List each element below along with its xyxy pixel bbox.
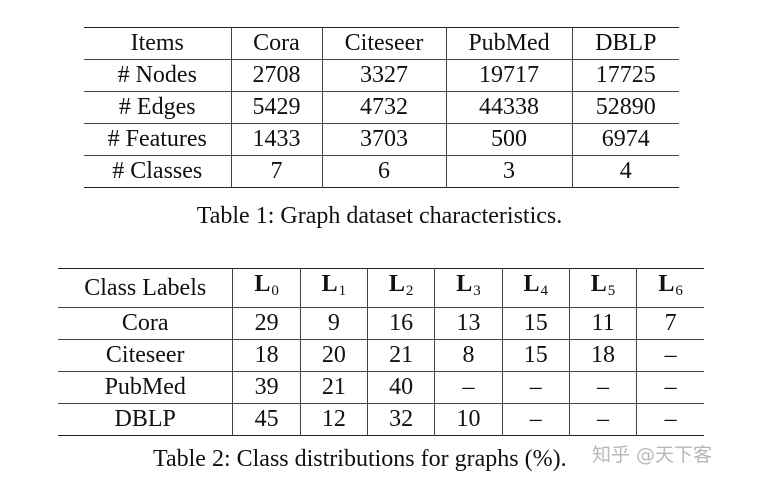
table2-cell: 29	[232, 307, 301, 340]
table2-cell: 20	[299, 339, 368, 372]
table2-row: Cora 29 9 16 13 15 11 7	[58, 307, 704, 340]
table1-cell: 2708	[230, 59, 322, 92]
table1-cell: 19717	[445, 59, 572, 92]
table1-cell: 3	[445, 155, 572, 188]
class-label-header: L0	[232, 268, 301, 308]
table1-cell: 4732	[321, 91, 446, 124]
class-label-header: L3	[434, 268, 503, 308]
table2-cell: –	[636, 371, 704, 404]
class-label-subscript: 0	[271, 283, 279, 299]
table2-cell: 21	[299, 371, 368, 404]
table2-header-first: Class Labels	[84, 274, 207, 301]
table1-row-label: # Nodes	[84, 59, 231, 92]
table1-row: # Classes 7 6 3 4	[84, 155, 679, 188]
table2-row: DBLP 45 12 32 10– – –	[58, 403, 704, 436]
table2-row-label: DBLP	[58, 403, 233, 436]
table2-cell: 13	[434, 307, 503, 340]
table1-cell: 7	[230, 155, 322, 188]
class-label-base: L	[321, 271, 338, 297]
table1-row: # Features 1433 3703 500 6974	[84, 123, 679, 156]
table1-cell: 3327	[321, 59, 446, 92]
table1-header-cell: PubMed	[445, 27, 572, 60]
table2-cell: 9	[299, 307, 368, 340]
table2-cell: –	[501, 371, 570, 404]
table1-caption: Table 1: Graph dataset characteristics.	[196, 203, 563, 229]
table1-header-cell: Items	[130, 30, 184, 56]
table2-cell: 18	[232, 339, 301, 372]
class-label-header: L6	[636, 268, 704, 308]
class-label-subscript: 3	[473, 283, 481, 299]
table1-header-row: Items Cora Citeseer PubMed DBLP	[84, 27, 679, 60]
table1-row-label: # Features	[84, 123, 231, 156]
table2-cell: 7	[636, 307, 704, 340]
class-label-base: L	[254, 271, 271, 297]
dataset-characteristics-table: Items Cora Citeseer PubMed DBLP # Nodes 2708 33…	[84, 27, 679, 188]
table1-cell: 44338	[445, 91, 572, 124]
table2-cell: –	[636, 339, 704, 372]
class-label-subscript: 1	[338, 283, 347, 299]
class-label-base: L	[590, 271, 607, 297]
table2-cell: 18	[568, 339, 637, 372]
table1-row: # Edges 5429 4732 44338 52890	[84, 91, 679, 124]
table2-cell: 16	[367, 307, 435, 340]
class-label-base: L	[388, 271, 405, 297]
watermark: 知乎 @天下客	[592, 444, 713, 466]
table2-cell: 39	[232, 371, 301, 404]
table1-cell: 5429	[230, 91, 322, 124]
table1-header-cell: Cora	[230, 27, 322, 60]
table2-cell: –	[501, 403, 570, 436]
table1-row: # Nodes 2708 3327 19717 17725	[84, 59, 679, 92]
table2-cell: 11	[568, 307, 637, 340]
table1-cell: 17725	[571, 59, 679, 92]
class-label-header: L4	[501, 268, 570, 308]
table2-cell: 15	[501, 307, 570, 340]
class-distribution-table: Class Labels L0 L1 L2 L3 L4 L5 L6 Cora 29 9 16 13 15 1…	[58, 268, 704, 436]
table1-cell: 6	[321, 155, 446, 188]
table2-cell: 40	[367, 371, 435, 404]
table1-row-label: # Edges	[84, 91, 231, 124]
class-label-base: L	[658, 271, 675, 297]
table2-cell: 32	[367, 403, 435, 436]
table2-cell: 45	[232, 403, 301, 436]
class-label-header: L2	[367, 268, 435, 308]
table2-cell: –	[434, 371, 503, 404]
table2-row: PubMed 39 21 40– – – –	[58, 371, 704, 404]
table2-cell: –	[568, 371, 637, 404]
table1-cell: 3703	[321, 123, 446, 156]
table2-cell: 8	[434, 339, 503, 372]
table2-cell: 12	[299, 403, 368, 436]
table2-cell: 21	[367, 339, 435, 372]
class-label-subscript: 4	[540, 283, 548, 299]
table2-row-label: Cora	[58, 307, 233, 340]
table2-row-label: PubMed	[58, 371, 233, 404]
class-label-subscript: 2	[405, 283, 414, 299]
table1-cell: 6974	[571, 123, 679, 156]
class-label-base: L	[456, 271, 473, 297]
class-label-base: L	[523, 271, 540, 297]
table2-row-label: Citeseer	[58, 339, 233, 372]
class-label-subscript: 5	[607, 283, 616, 299]
table1-header-cell: DBLP	[571, 27, 679, 60]
class-label-header: L1	[299, 268, 368, 308]
table1-cell: 1433	[230, 123, 322, 156]
table1-cell: 4	[571, 155, 679, 188]
table2-row: Citeseer 18 20 21 8 15 18–	[58, 339, 704, 372]
class-label-header: L5	[568, 268, 637, 308]
table2-cell: –	[636, 403, 704, 436]
table1-row-label: # Classes	[84, 155, 231, 188]
table2-cell: 10	[434, 403, 503, 436]
class-label-subscript: 6	[675, 283, 683, 299]
table1-cell: 52890	[571, 91, 679, 124]
table2-caption: Table 2: Class distributions for graphs …	[153, 446, 567, 472]
table2-cell: 15	[501, 339, 570, 372]
table1-cell: 500	[445, 123, 572, 156]
table2-header-row: Class Labels L0 L1 L2 L3 L4 L5 L6	[58, 268, 704, 308]
table2-cell: –	[568, 403, 637, 436]
table1-header-cell: Citeseer	[321, 27, 446, 60]
